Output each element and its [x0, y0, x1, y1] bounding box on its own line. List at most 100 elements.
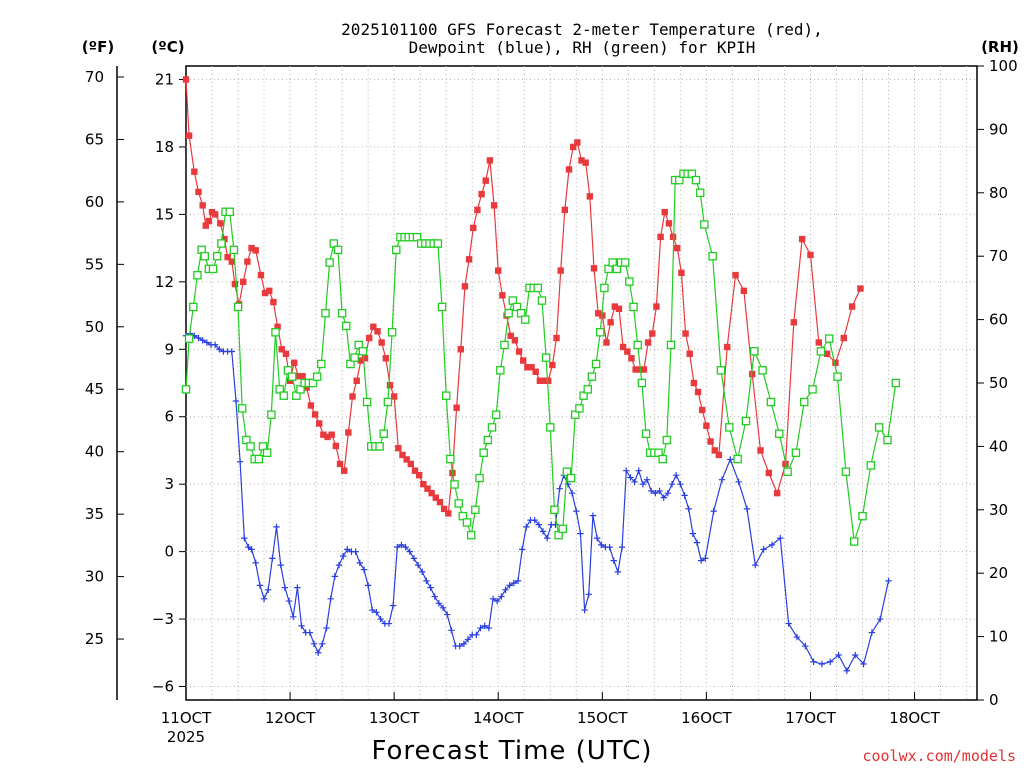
x-axis-label: Forecast Time (UTC)	[371, 736, 652, 766]
rh-tick-label: 0	[989, 691, 999, 709]
dewpoint-point	[331, 573, 339, 580]
rh-point	[462, 518, 472, 527]
rh-point	[537, 296, 547, 305]
2-meter-temperature-point	[840, 334, 847, 342]
fahrenheit-tick-label: 40	[85, 443, 104, 461]
rh-point	[700, 220, 709, 229]
2-meter-temperature-point	[415, 471, 423, 479]
2-meter-temperature-point	[199, 202, 206, 209]
2-meter-temperature-point	[515, 348, 523, 355]
dewpoint-point	[718, 476, 726, 483]
2-meter-temperature-point	[228, 258, 235, 265]
2-meter-temperature-point	[495, 267, 502, 274]
dewpoint-point	[514, 577, 522, 585]
dewpoint-point	[598, 541, 605, 549]
2-meter-temperature-point	[307, 402, 315, 409]
2-meter-temperature-point	[205, 217, 213, 225]
rh-point	[758, 366, 767, 375]
2-meter-temperature-point	[195, 188, 202, 196]
2-meter-temperature-point	[665, 220, 673, 227]
celsius-unit-label: (ºC)	[151, 38, 184, 56]
rh-tick-label: 70	[989, 247, 1008, 265]
celsius-tick-label: 3	[164, 475, 174, 493]
dewpoint-point	[290, 613, 297, 621]
rh-point	[824, 334, 834, 343]
rh-point	[217, 239, 226, 248]
rh-point	[666, 340, 676, 350]
rh-point	[695, 188, 705, 198]
x-tick-label: 16OCT	[681, 709, 732, 727]
rh-point	[799, 397, 809, 407]
celsius-tick-label: 21	[155, 70, 174, 88]
dewpoint-point	[802, 642, 809, 650]
2-meter-temperature-point	[590, 265, 598, 272]
2-meter-temperature-point	[748, 370, 756, 378]
2-meter-temperature-point	[274, 323, 281, 330]
rh-point	[237, 404, 247, 413]
rh-point	[558, 524, 568, 534]
rh-point	[271, 328, 280, 337]
rh-point	[641, 429, 651, 438]
rh-point	[733, 454, 742, 464]
2-meter-temperature-point	[594, 310, 602, 317]
rh-point	[441, 391, 451, 400]
dewpoint-point	[810, 658, 817, 665]
rh-point	[708, 251, 717, 261]
2-meter-temperature-point	[640, 366, 648, 373]
rh-point	[775, 429, 784, 438]
rh-point	[262, 448, 272, 457]
rh-tick-label: 60	[989, 311, 1008, 329]
rh-point	[491, 410, 501, 419]
2-meter-temperature-point	[361, 355, 369, 362]
rh-point	[750, 347, 759, 356]
dewpoint-point	[656, 487, 663, 495]
x-tick-label: 17OCT	[785, 709, 836, 727]
rh-point	[620, 258, 630, 267]
2-meter-temperature-point	[303, 384, 310, 391]
fahrenheit-tick-label: 45	[85, 380, 104, 398]
2-meter-temperature-point	[231, 280, 239, 288]
celsius-tick-label: 18	[155, 138, 174, 156]
rh-tick-label: 30	[989, 501, 1008, 519]
dewpoint-point	[493, 597, 501, 605]
2-meter-temperature-point	[694, 388, 702, 396]
rh-point	[193, 270, 202, 280]
2-meter-temperature-point	[407, 460, 415, 468]
dewpoint-point	[877, 615, 884, 623]
rh-point	[591, 359, 601, 369]
2-meter-temperature-series	[182, 76, 864, 517]
2-meter-temperature-point	[445, 510, 452, 517]
2-meter-temperature-point	[424, 485, 431, 492]
2-meter-temperature-point	[399, 451, 406, 459]
dewpoint-point	[585, 591, 592, 598]
2-meter-temperature-point	[823, 350, 831, 357]
dewpoint-point	[593, 534, 601, 542]
dewpoint-point	[248, 546, 255, 553]
dewpoint-point	[344, 546, 351, 553]
rh-point	[446, 454, 455, 464]
rh-point	[246, 442, 255, 451]
dewpoint-point	[269, 555, 276, 562]
2-meter-temperature-point	[345, 429, 352, 436]
dewpoint-point	[760, 546, 767, 553]
2-meter-temperature-point	[482, 177, 489, 184]
2-meter-temperature-point	[474, 206, 481, 214]
dewpoint-point	[543, 534, 551, 542]
rh-point	[475, 473, 484, 483]
2-meter-temperature-point	[432, 494, 439, 501]
chart-title-line-2: Dewpoint (blue), RH (green) for KPIH	[409, 38, 756, 57]
rh-point	[500, 340, 509, 350]
dewpoint-point	[502, 586, 509, 594]
2-meter-temperature-point	[252, 247, 259, 254]
fahrenheit-tick-label: 25	[85, 630, 104, 648]
dewpoint-point	[818, 660, 826, 668]
2-meter-temperature-point	[266, 287, 273, 295]
dewpoint-point	[518, 546, 526, 553]
2-meter-temperature-point	[202, 222, 209, 229]
dewpoint-point	[752, 561, 759, 569]
2-meter-temperature-point	[299, 373, 306, 380]
2-meter-temperature-point	[182, 76, 190, 83]
rh-point	[225, 207, 234, 217]
fahrenheit-tick-label: 30	[85, 568, 104, 586]
